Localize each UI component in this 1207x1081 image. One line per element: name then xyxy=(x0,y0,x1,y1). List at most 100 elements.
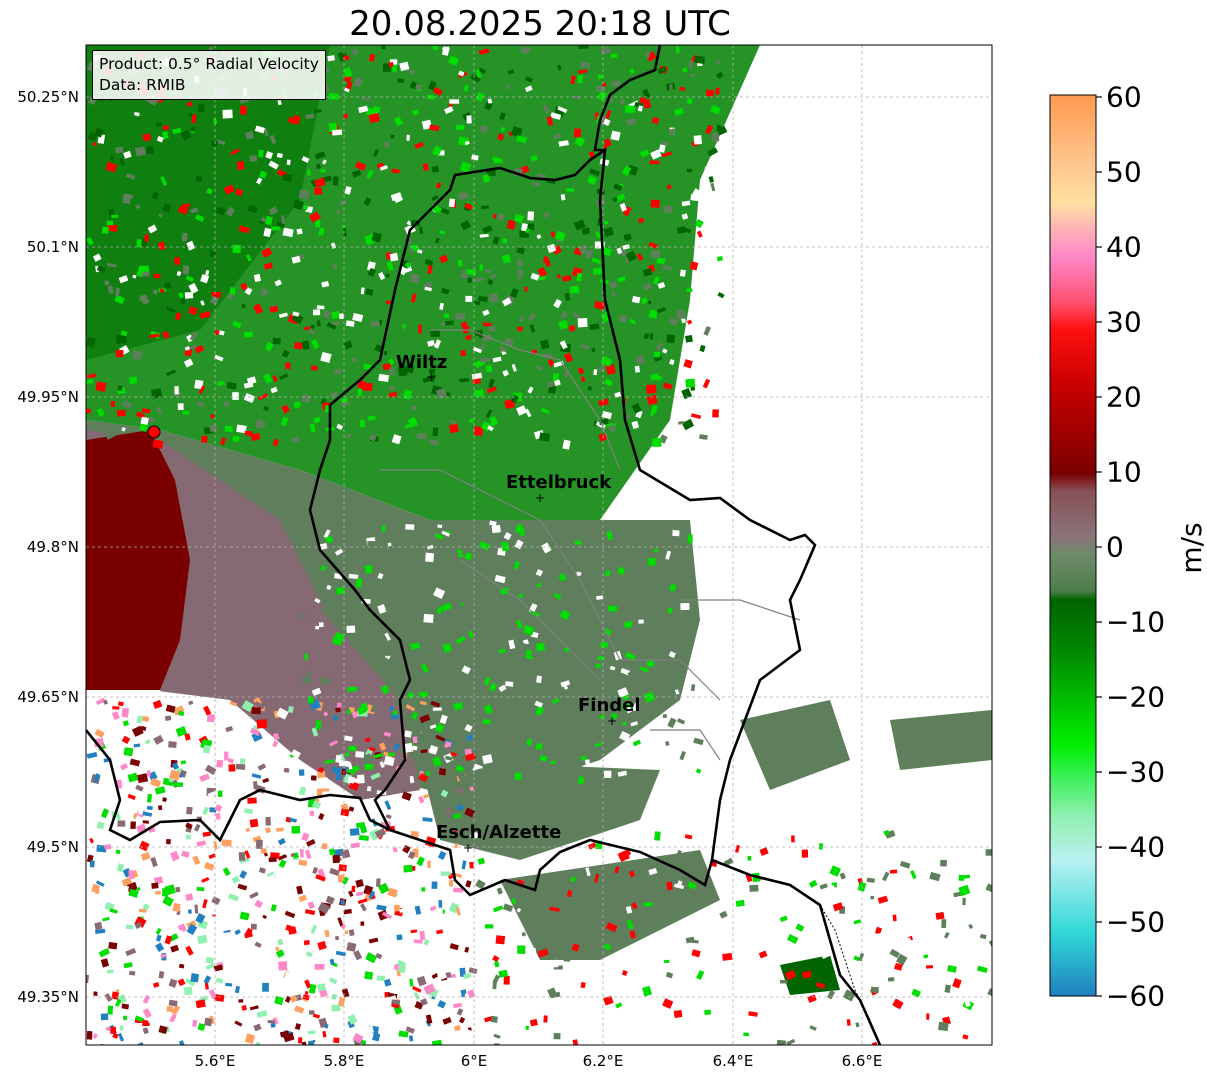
radar-pixel xyxy=(642,985,653,997)
radar-pixel xyxy=(405,704,416,712)
radar-pixel xyxy=(267,1019,276,1024)
radar-pixel xyxy=(186,806,193,815)
radar-pixel xyxy=(977,897,984,906)
radar-pixel xyxy=(238,225,250,234)
radar-pixel xyxy=(610,53,618,58)
radar-pixel xyxy=(478,67,487,74)
radar-pixel xyxy=(194,379,204,390)
radar-pixel xyxy=(144,739,151,745)
radar-pixel xyxy=(479,264,483,271)
radar-pixel xyxy=(277,99,282,106)
radar-pixel xyxy=(347,1013,358,1025)
radar-pixel xyxy=(332,635,343,646)
radar-pixel xyxy=(320,565,327,572)
radar-pixel xyxy=(301,340,310,350)
radar-pixel xyxy=(162,203,171,213)
radar-pixel xyxy=(487,279,494,286)
radar-pixel xyxy=(303,939,310,946)
radar-pixel xyxy=(598,365,605,372)
radar-pixel xyxy=(146,146,154,155)
radar-pixel xyxy=(240,282,248,291)
radar-pixel xyxy=(581,227,591,235)
radar-pixel xyxy=(651,117,660,125)
radar-pixel xyxy=(634,365,640,373)
radar-pixel xyxy=(429,439,439,446)
radar-pixel xyxy=(460,220,472,231)
radar-pixel xyxy=(710,182,716,192)
radar-pixel xyxy=(668,128,676,136)
radar-pixel xyxy=(357,774,365,784)
radar-pixel xyxy=(104,993,113,1002)
radar-pixel xyxy=(442,642,453,653)
radar-pixel xyxy=(927,906,935,914)
radar-pixel xyxy=(138,840,150,852)
radar-pixel xyxy=(263,405,270,412)
radar-pixel xyxy=(432,427,439,437)
radar-pixel xyxy=(376,975,386,982)
colorbar-tick-label: 0 xyxy=(1106,530,1124,564)
radar-pixel xyxy=(263,373,273,384)
colorbar-unit-label: m/s xyxy=(1175,522,1207,574)
radar-pixel xyxy=(95,757,103,767)
radar-pixel xyxy=(290,436,300,444)
radar-pixel xyxy=(531,181,542,187)
radar-pixel xyxy=(454,842,459,849)
radar-pixel xyxy=(661,141,670,146)
radar-pixel xyxy=(408,751,417,758)
radar-pixel xyxy=(766,920,771,926)
radar-pixel xyxy=(943,931,950,939)
radar-pixel xyxy=(467,277,472,283)
radar-pixel xyxy=(630,721,639,727)
radar-pixel xyxy=(120,763,129,771)
radar-pixel xyxy=(313,109,322,114)
radar-pixel xyxy=(892,998,904,1010)
radar-pixel xyxy=(935,911,945,920)
radar-pixel xyxy=(172,705,185,716)
radar-pixel xyxy=(667,717,677,729)
radar-pixel xyxy=(853,919,862,925)
radar-pixel xyxy=(250,759,258,769)
radar-pixel xyxy=(256,177,263,185)
radar-pixel xyxy=(241,1005,247,1011)
radar-pixel xyxy=(548,385,557,394)
radar-pixel xyxy=(650,405,658,415)
radar-pixel xyxy=(325,520,333,530)
radar-pixel xyxy=(360,921,365,926)
radar-pixel xyxy=(653,351,661,358)
radar-pixel xyxy=(388,705,394,712)
radar-pixel xyxy=(368,53,376,62)
radar-pixel xyxy=(168,741,177,749)
radar-pixel xyxy=(172,127,182,135)
radar-pixel xyxy=(290,749,301,759)
radar-pixel xyxy=(379,761,386,768)
radar-pixel xyxy=(411,711,419,720)
radar-pixel xyxy=(231,875,240,884)
radar-pixel xyxy=(254,941,262,948)
radar-pixel xyxy=(410,293,417,303)
radar-pixel xyxy=(461,665,471,675)
radar-pixel xyxy=(441,530,451,537)
radar-pixel xyxy=(674,689,680,695)
radar-pixel xyxy=(402,324,406,329)
radar-pixel xyxy=(343,908,352,915)
radar-pixel xyxy=(603,226,614,237)
radar-pixel xyxy=(716,125,728,136)
radar-pixel xyxy=(645,384,657,394)
radar-pixel xyxy=(225,982,233,987)
radar-pixel xyxy=(320,604,333,617)
radar-pixel xyxy=(605,364,616,375)
radar-pixel xyxy=(129,376,138,384)
radar-pixel xyxy=(535,742,543,750)
radar-pixel xyxy=(326,322,337,330)
radar-pixel xyxy=(139,265,149,272)
lon-tick-label: 6.4°E xyxy=(712,1052,754,1070)
radar-pixel xyxy=(223,184,235,195)
radar-pixel xyxy=(484,924,494,929)
radar-pixel xyxy=(646,660,655,668)
radar-pixel xyxy=(693,135,703,145)
radar-pixel xyxy=(316,788,323,797)
radar-pixel xyxy=(458,70,465,77)
radar-pixel xyxy=(298,189,310,200)
radar-pixel xyxy=(486,169,496,176)
radar-pixel xyxy=(511,897,517,905)
